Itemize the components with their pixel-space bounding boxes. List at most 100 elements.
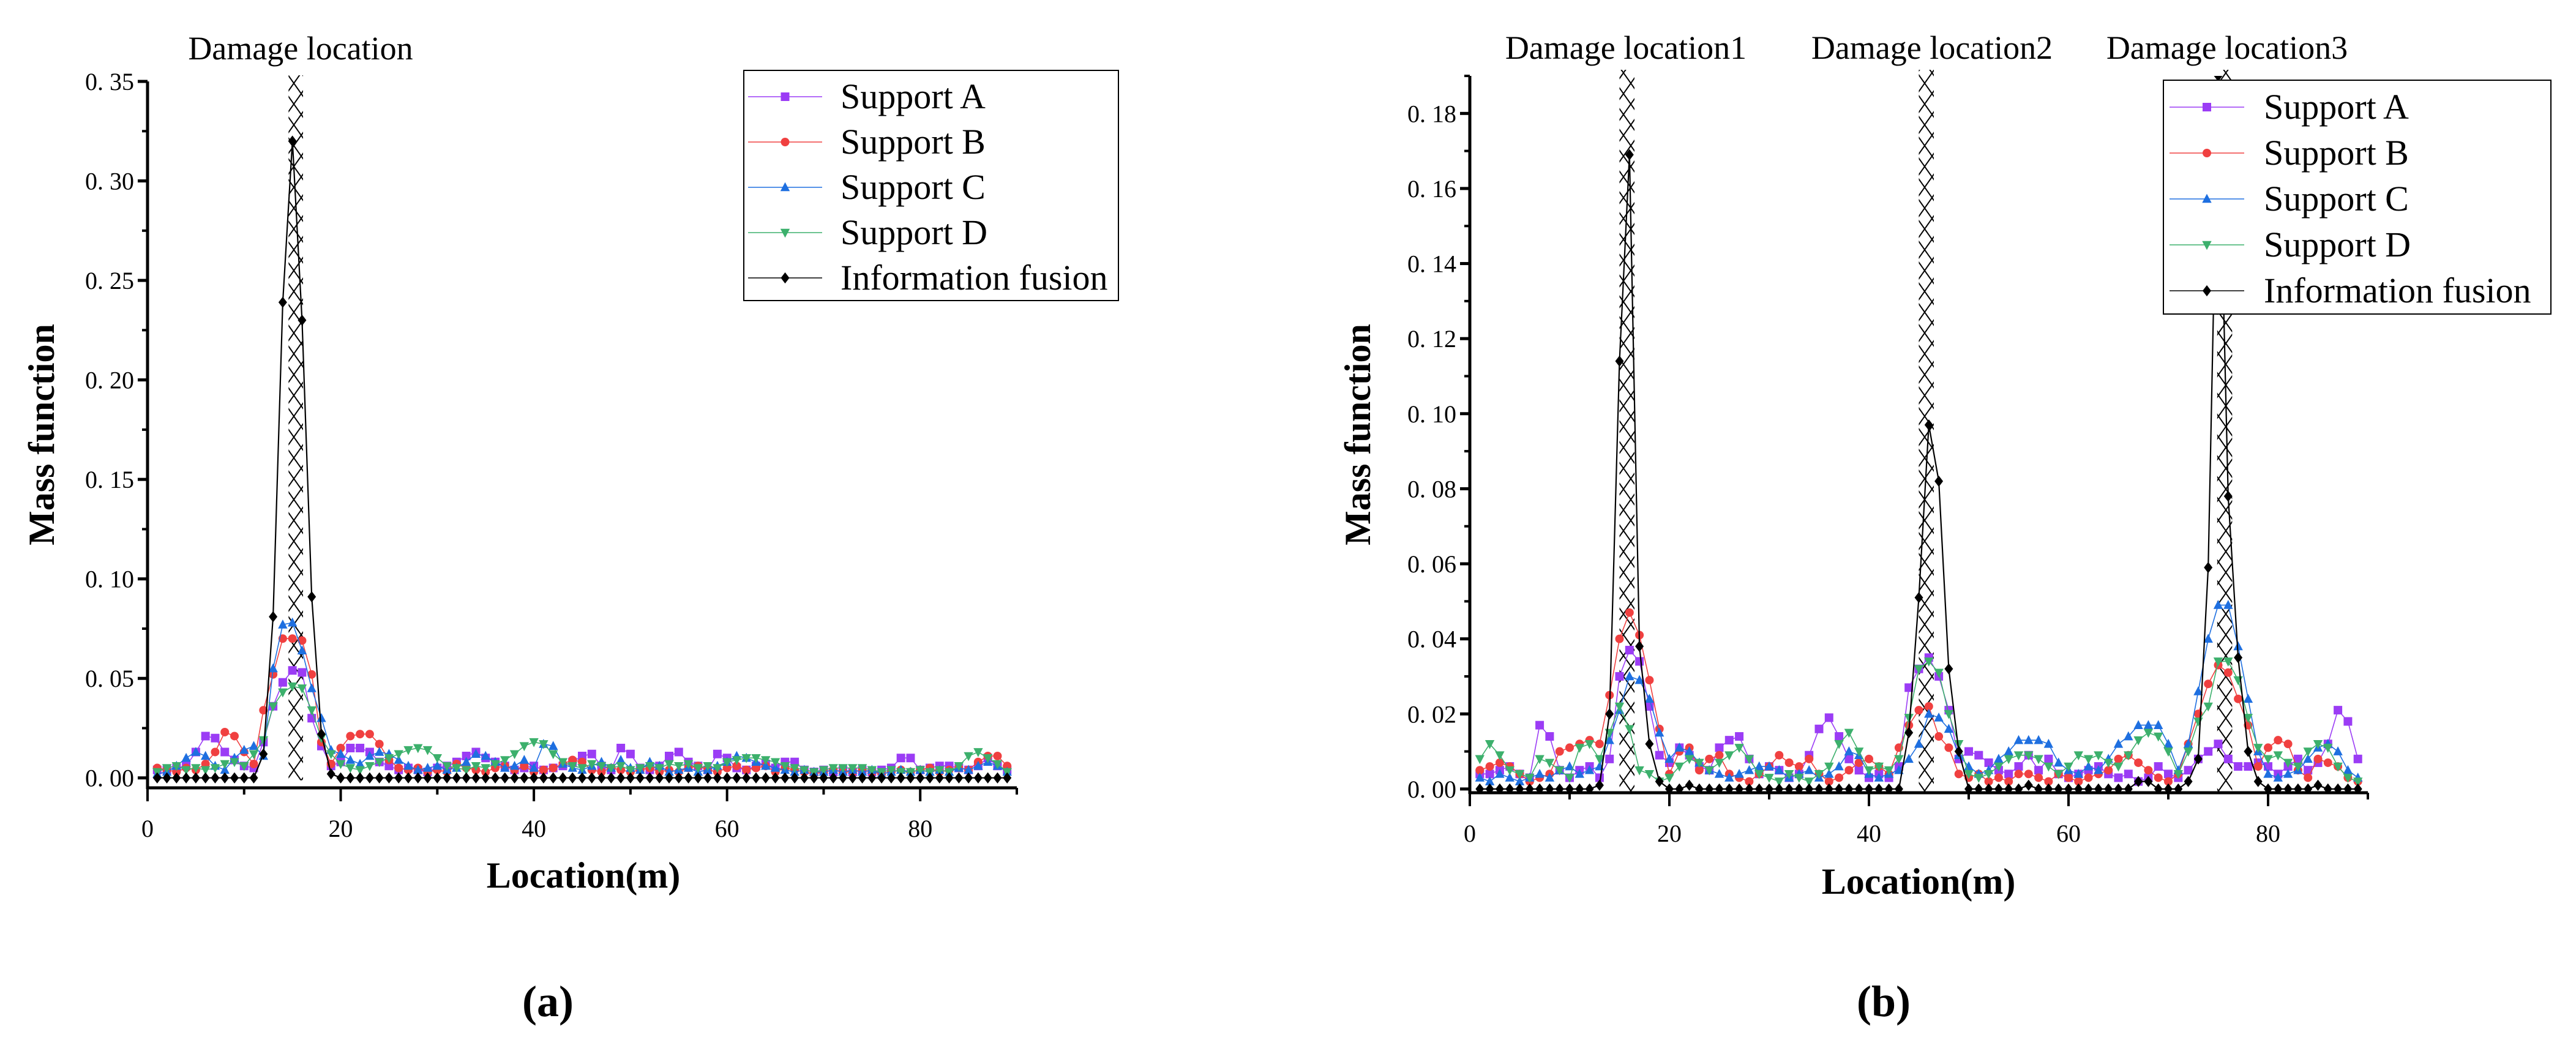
data-point <box>2133 720 2143 729</box>
data-point <box>1705 783 1714 793</box>
data-point <box>1705 754 1714 763</box>
data-point <box>606 764 616 773</box>
data-point <box>867 772 877 784</box>
data-point <box>1574 744 1584 753</box>
annotation-damage-location: Damage location <box>188 30 413 67</box>
data-point <box>1535 755 1544 765</box>
data-point <box>1565 774 1574 783</box>
data-point <box>491 772 500 784</box>
data-point <box>298 668 307 677</box>
data-point <box>326 750 336 760</box>
data-point <box>2313 754 2323 763</box>
data-point <box>2024 735 2034 744</box>
data-point <box>356 730 365 739</box>
data-point <box>1685 779 1694 791</box>
data-point <box>1844 783 1854 793</box>
data-point <box>317 728 326 740</box>
data-point <box>356 772 365 784</box>
data-point <box>394 763 403 773</box>
data-point <box>2214 76 2223 82</box>
data-point <box>2094 765 2103 774</box>
y-tick-label: 0. 18 <box>1407 100 1456 127</box>
data-point <box>1805 783 1814 793</box>
data-point <box>443 772 452 784</box>
legend-marker <box>2203 285 2211 297</box>
data-point <box>973 760 983 770</box>
data-point <box>2044 777 2053 786</box>
data-point <box>1475 783 1485 793</box>
data-point <box>1475 755 1485 765</box>
data-point <box>2353 754 2362 763</box>
data-point <box>578 772 586 784</box>
legend-box <box>743 70 1119 301</box>
legend-label: Support D <box>841 212 987 252</box>
y-axis-title: Mass function <box>21 324 62 545</box>
data-point <box>481 772 490 784</box>
data-point <box>462 751 471 760</box>
data-point <box>1984 783 1993 793</box>
data-point <box>1865 783 1873 793</box>
annotation-damage-location-3: Damage location3 <box>2106 29 2348 66</box>
data-point <box>2024 751 2034 761</box>
data-point <box>1814 783 1824 793</box>
data-point <box>1545 732 1554 741</box>
data-point <box>230 732 239 741</box>
data-point <box>1694 766 1704 775</box>
data-point <box>181 766 191 776</box>
data-point <box>500 756 510 765</box>
data-point <box>1765 783 1773 793</box>
data-point <box>761 756 771 765</box>
legend-marker <box>2202 193 2212 203</box>
data-point <box>694 772 703 784</box>
data-point <box>954 772 964 784</box>
data-point <box>520 772 529 784</box>
data-point <box>1994 773 2003 782</box>
data-point <box>1954 739 1964 749</box>
data-point <box>268 663 278 673</box>
data-point <box>2343 783 2353 793</box>
data-point <box>2143 728 2154 738</box>
data-point <box>1954 746 1963 757</box>
data-point <box>1824 777 1833 786</box>
data-point <box>2124 751 2133 761</box>
data-point <box>432 760 443 770</box>
x-tick-label: 80 <box>2256 820 2280 847</box>
legend-marker <box>781 92 790 101</box>
data-point <box>2304 773 2313 782</box>
data-point <box>1615 355 1624 367</box>
legend-item: Support C <box>748 167 986 207</box>
data-point <box>1715 783 1724 793</box>
data-point <box>2083 761 2094 771</box>
data-point <box>249 772 258 784</box>
data-point <box>471 749 481 758</box>
data-point <box>500 772 509 784</box>
data-point <box>1764 761 1774 771</box>
data-point <box>2134 758 2143 767</box>
y-tick-label: 0. 16 <box>1407 175 1456 203</box>
data-point <box>297 684 307 694</box>
data-point <box>2024 779 2033 791</box>
data-point <box>2164 783 2173 793</box>
data-point <box>374 747 384 756</box>
series-line <box>157 622 1008 775</box>
data-point <box>452 772 461 784</box>
data-point <box>355 758 365 768</box>
data-point <box>829 772 838 784</box>
data-point <box>1944 724 1954 733</box>
data-point <box>298 314 307 326</box>
data-point <box>1734 744 1744 753</box>
data-point <box>2024 769 2033 779</box>
data-point <box>1595 755 1604 765</box>
data-point <box>1604 735 1614 744</box>
data-point <box>1834 761 1844 771</box>
data-point <box>182 772 191 784</box>
data-point <box>259 748 268 760</box>
data-point <box>1824 713 1833 722</box>
data-point <box>490 760 500 769</box>
data-point <box>664 766 674 776</box>
data-point <box>1684 746 1694 755</box>
data-point <box>2333 762 2343 772</box>
data-point <box>2004 746 2013 755</box>
data-point <box>1983 770 1994 779</box>
legend-label: Support C <box>841 167 986 207</box>
